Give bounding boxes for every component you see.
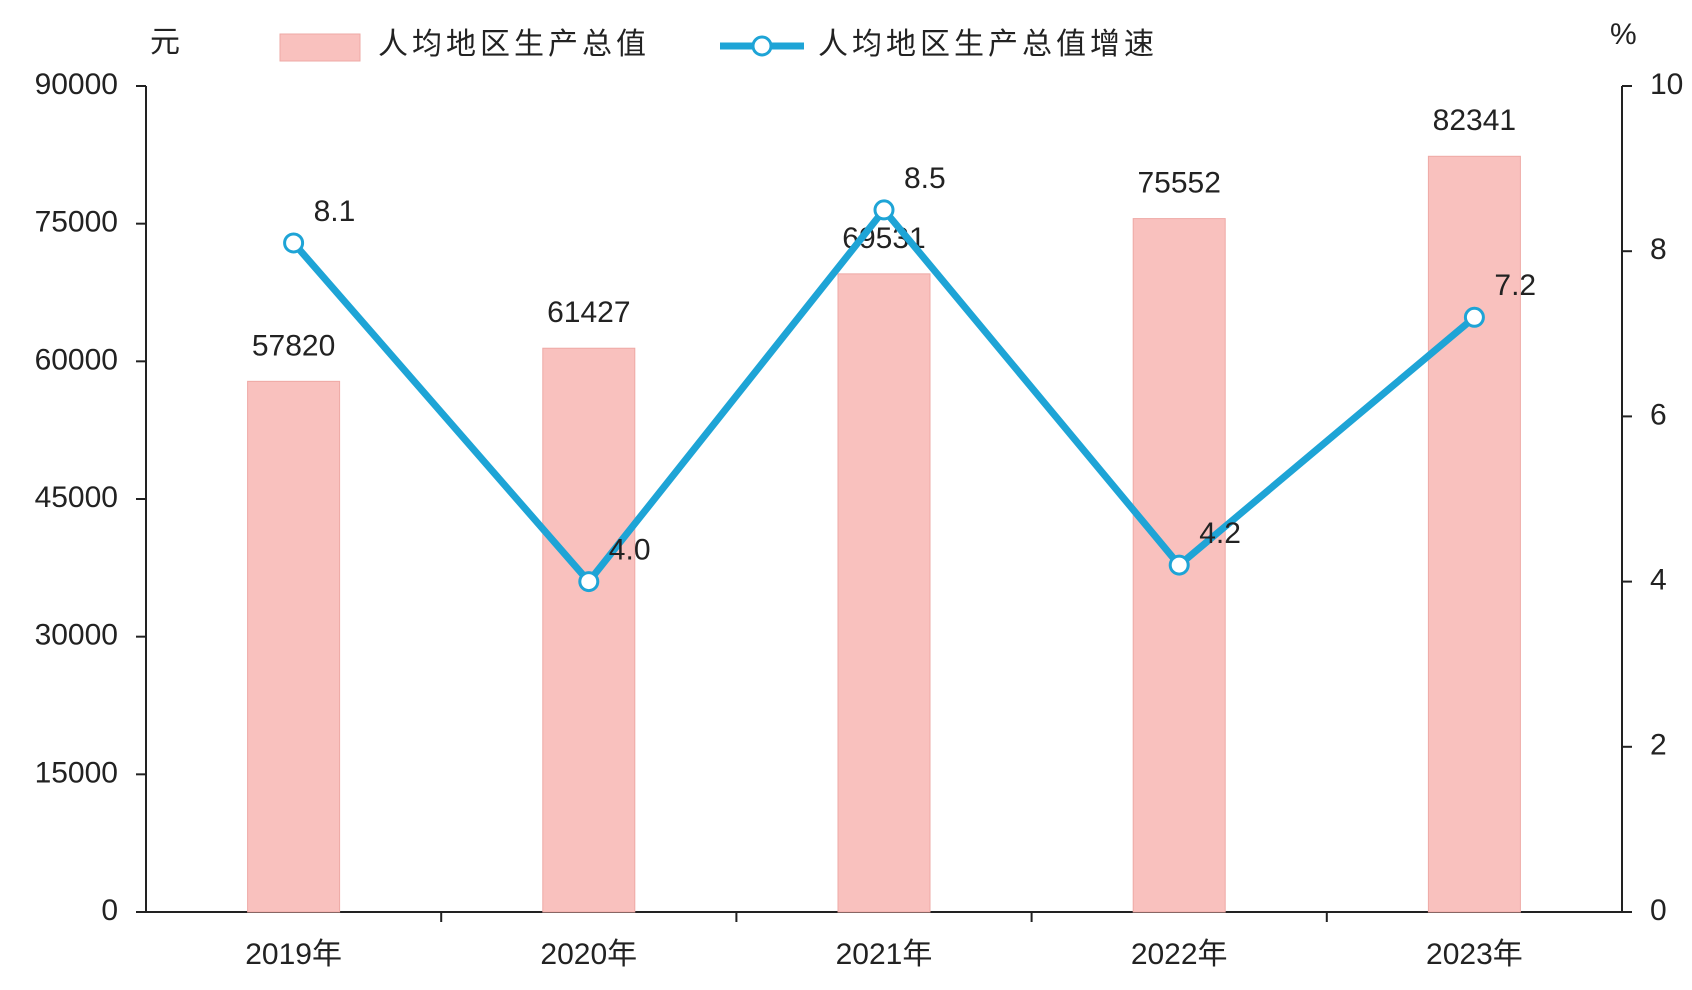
- y-unit: 元: [150, 26, 180, 59]
- line-value-label: 8.1: [314, 195, 356, 228]
- y-tick-label: 60000: [35, 343, 118, 376]
- y2-tick-label: 6: [1650, 398, 1667, 431]
- line-marker: [1168, 554, 1190, 576]
- x-tick-label: 2023年: [1426, 938, 1523, 971]
- y2-tick-label: 2: [1650, 729, 1667, 762]
- bar-value-label: 75552: [1137, 167, 1220, 200]
- x-tick-label: 2022年: [1131, 938, 1228, 971]
- y2-tick-label: 10: [1650, 68, 1683, 101]
- line-value-label: 7.2: [1494, 269, 1536, 302]
- bar-value-label: 61427: [547, 296, 630, 329]
- legend-marker: [751, 35, 773, 57]
- x-tick-label: 2019年: [245, 938, 342, 971]
- line-marker: [873, 199, 895, 221]
- bar: [542, 347, 636, 913]
- y2-tick-label: 8: [1650, 233, 1667, 266]
- y2-tick-label: 4: [1650, 564, 1667, 597]
- legend-label: 人均地区生产总值增速: [818, 28, 1158, 61]
- line-value-label: 4.2: [1199, 517, 1241, 550]
- y-tick-label: 0: [101, 894, 118, 927]
- y-tick-label: 15000: [35, 756, 118, 789]
- line-value-label: 8.5: [904, 162, 946, 195]
- y2-unit: %: [1610, 18, 1637, 51]
- line-value-label: 4.0: [609, 534, 651, 567]
- bar-value-label: 57820: [252, 329, 335, 362]
- y-tick-label: 30000: [35, 619, 118, 652]
- bar: [837, 273, 931, 913]
- y-tick-label: 90000: [35, 68, 118, 101]
- line-marker: [283, 232, 305, 254]
- x-tick-label: 2021年: [836, 938, 933, 971]
- y2-tick-label: 0: [1650, 894, 1667, 927]
- y-tick-label: 45000: [35, 481, 118, 514]
- line-marker: [1463, 306, 1485, 328]
- x-tick-label: 2020年: [540, 938, 637, 971]
- bar: [247, 380, 341, 913]
- y-tick-label: 75000: [35, 206, 118, 239]
- legend-swatch: [279, 33, 361, 62]
- bar: [1427, 155, 1521, 913]
- legend-label: 人均地区生产总值: [378, 28, 650, 61]
- line-marker: [578, 571, 600, 593]
- bar-value-label: 82341: [1433, 104, 1516, 137]
